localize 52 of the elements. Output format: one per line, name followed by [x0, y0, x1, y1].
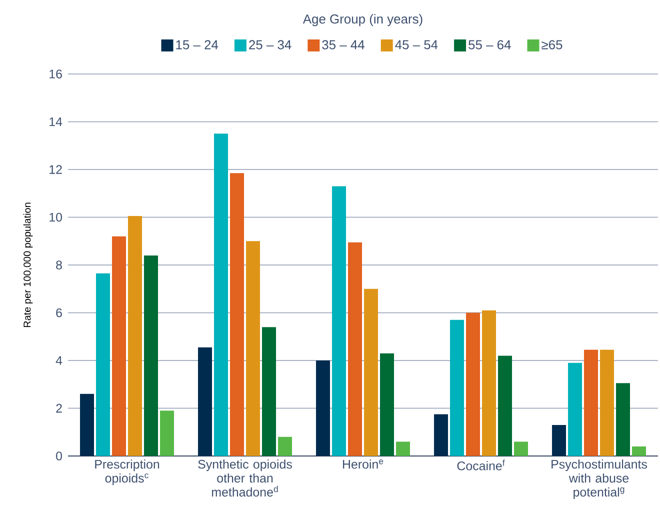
legend-label: 55 – 64: [468, 40, 511, 50]
y-axis-title: Rate per 100,000 population: [23, 202, 33, 328]
y-tick-label: 8: [56, 260, 62, 270]
x-tick-label: Cocaine$^{f}$: [457, 460, 505, 470]
y-tick-label: 6: [56, 308, 62, 318]
bar: [364, 288, 378, 456]
legend-title: Age Group (in years): [302, 14, 422, 26]
bar: [316, 360, 330, 456]
bar: [450, 320, 464, 456]
bar: [498, 356, 512, 456]
bar: [466, 312, 480, 456]
y-tick-label: 16: [50, 70, 62, 78]
y-tick-label: 14: [50, 117, 62, 126]
bar: [332, 186, 346, 456]
bar: [160, 410, 174, 456]
bar: [568, 362, 582, 456]
bar: [632, 446, 646, 456]
bar: [262, 327, 276, 456]
bar: [584, 350, 598, 456]
bar: [144, 255, 158, 456]
legend-label: 25 – 34: [249, 40, 292, 50]
bar: [616, 383, 630, 456]
bar: [246, 241, 260, 456]
bar: [396, 442, 410, 456]
bar: [96, 273, 110, 456]
y-tick-label: 12: [50, 165, 62, 174]
bar: [600, 350, 614, 456]
bar: [112, 236, 126, 456]
legend-label: 15 – 24: [176, 40, 218, 50]
bar: [128, 216, 142, 456]
legend-label: ≥65: [542, 40, 562, 50]
bar: [380, 353, 394, 456]
x-tick-label: Psychostimulants with abuse potential$^{g}$: [552, 460, 647, 500]
y-tick-label: 10: [50, 212, 62, 222]
y-tick-label: 4: [56, 356, 62, 365]
x-tick-label: Synthetic opioids other than methadone$^{d}$: [198, 460, 292, 497]
bar: [278, 436, 292, 456]
bar: [434, 414, 448, 456]
x-tick-label: Prescription opioids$^{c}$: [95, 460, 160, 486]
x-tick-label: Heroin$^{e}$: [343, 460, 384, 469]
y-tick-label: 0: [56, 452, 62, 460]
bar: [198, 347, 212, 456]
bar: [80, 394, 94, 456]
bar: [348, 242, 362, 456]
bar: [482, 310, 496, 456]
legend-label: 45 – 54: [395, 40, 438, 50]
bar: [552, 424, 566, 456]
legend-label: 35 – 44: [322, 40, 364, 50]
bar: [214, 134, 228, 456]
bar: [230, 173, 244, 456]
bar: [514, 442, 528, 456]
y-tick-label: 2: [56, 404, 62, 413]
